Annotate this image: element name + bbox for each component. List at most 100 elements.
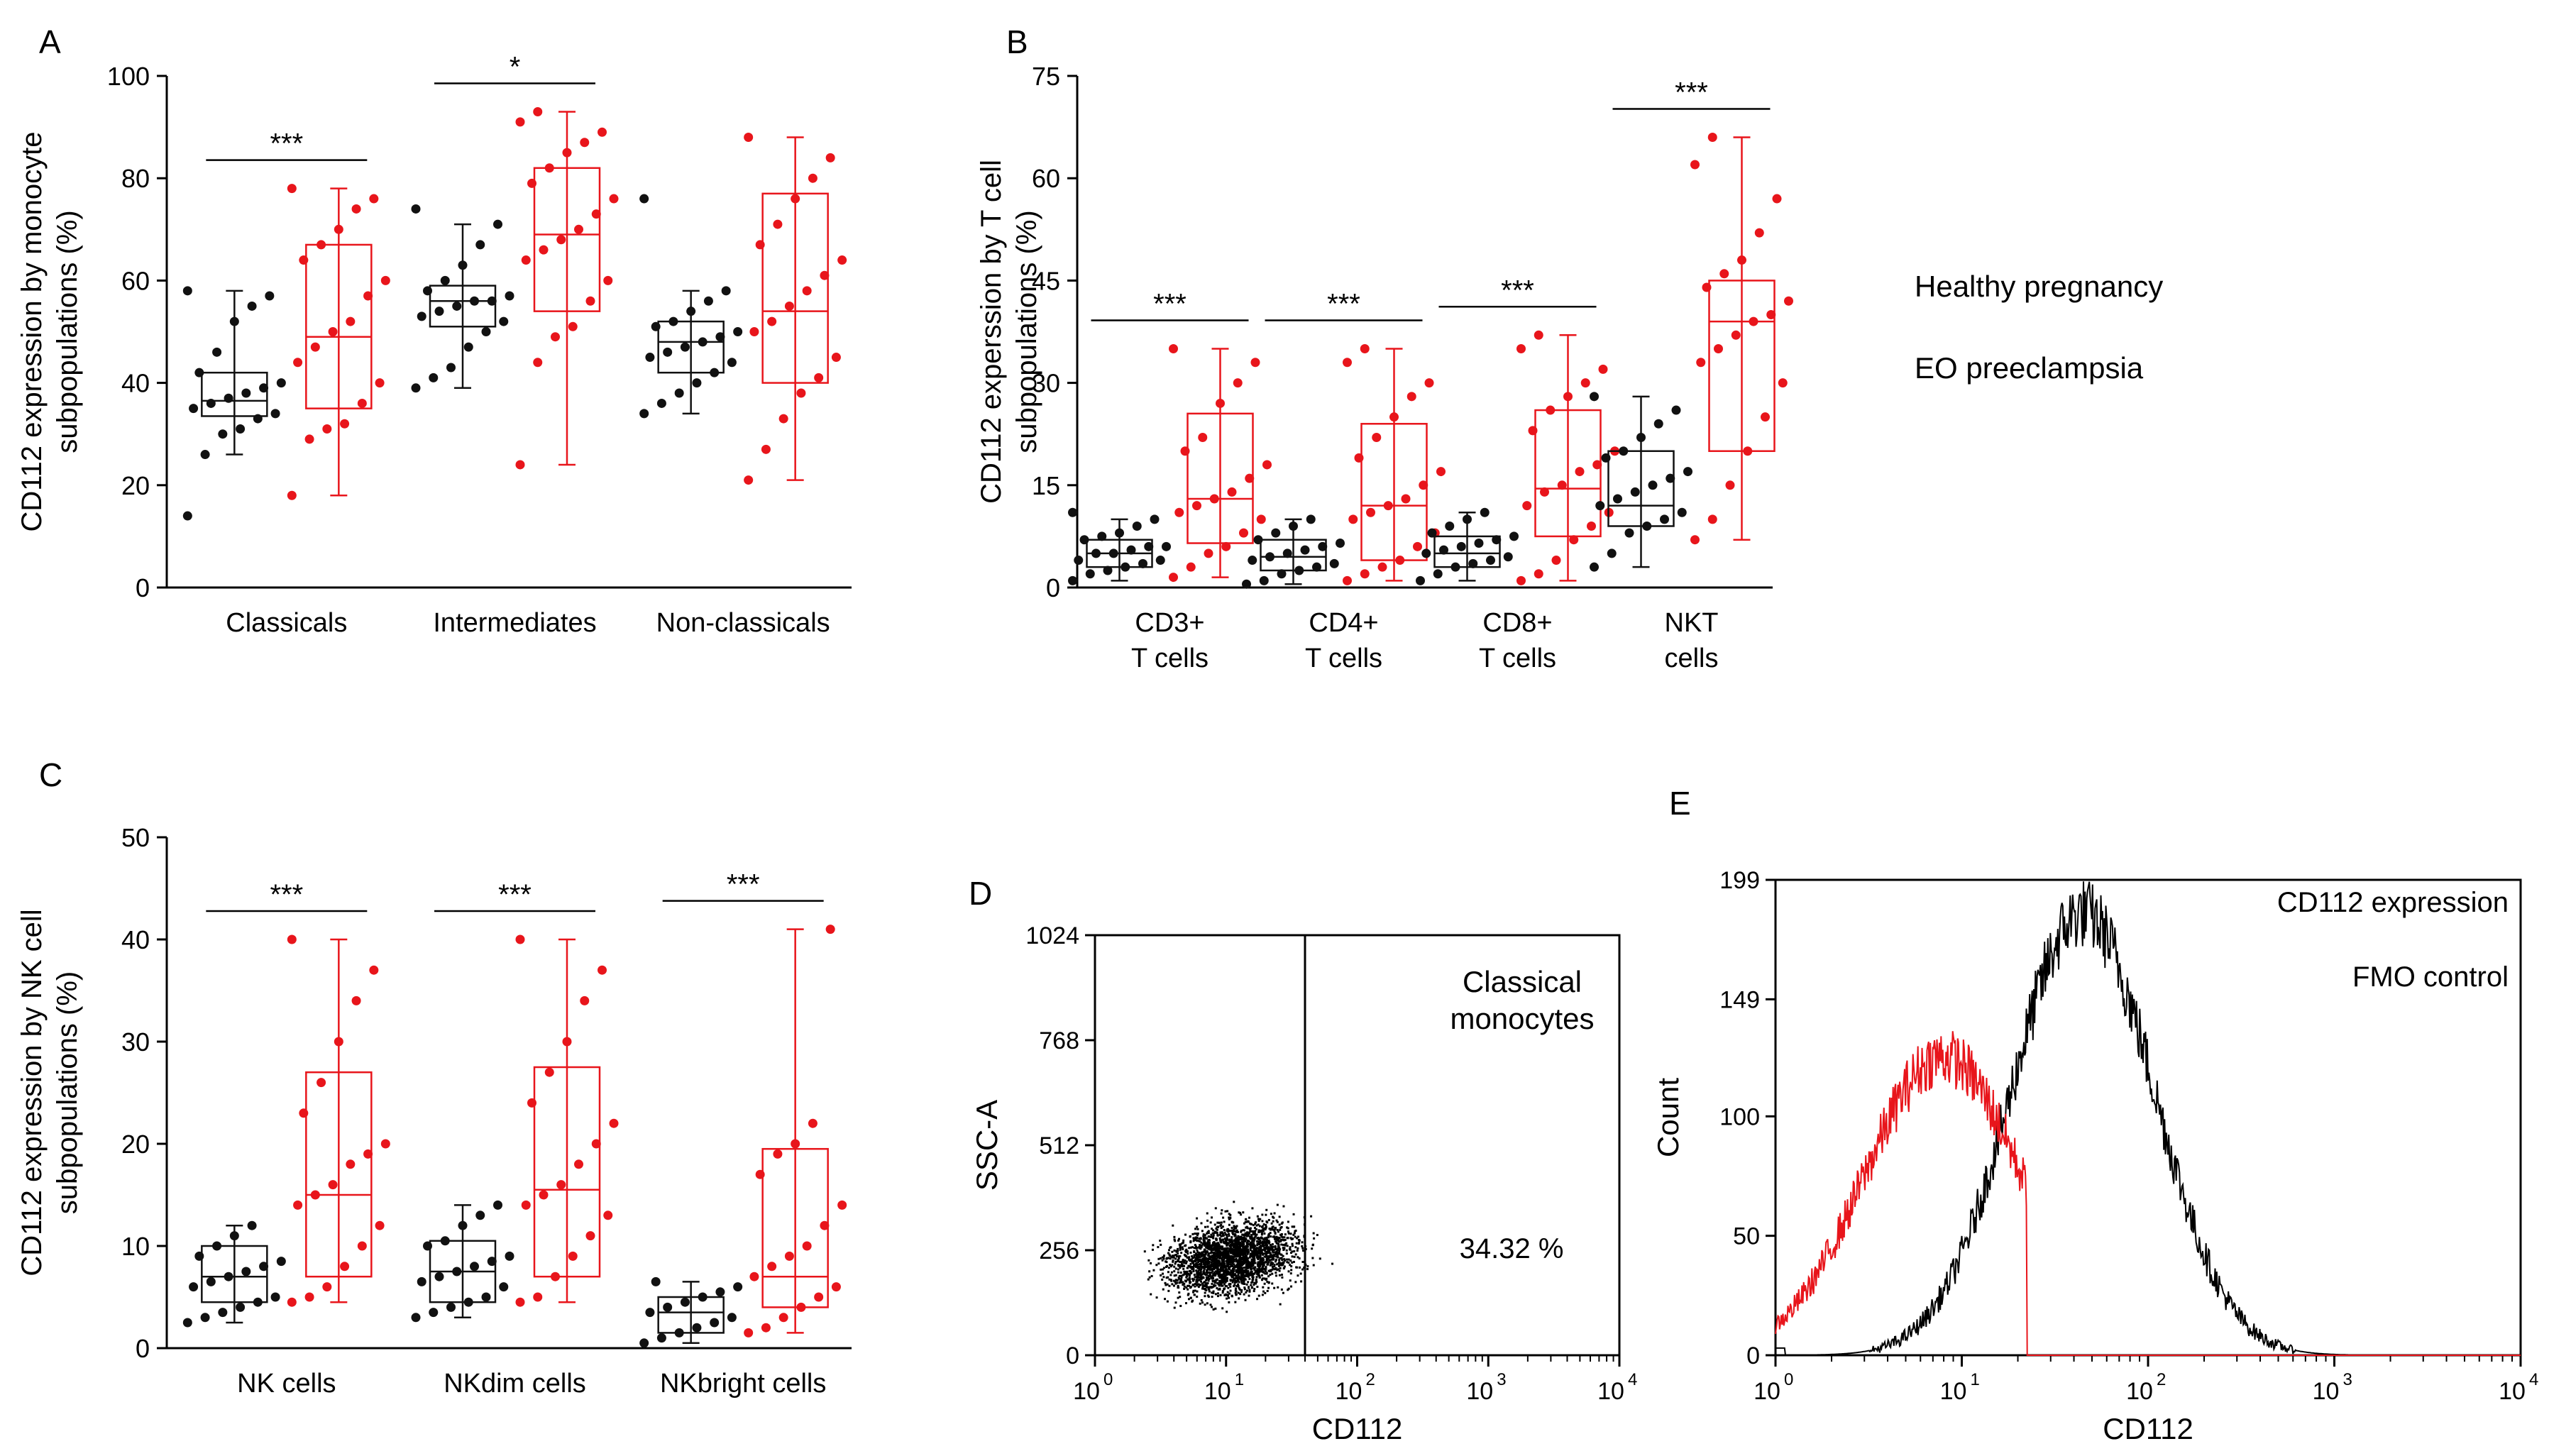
scatter-point — [1228, 1254, 1231, 1257]
scatter-point — [1210, 1245, 1213, 1248]
scatter-point — [1206, 1241, 1209, 1244]
preeclampsia-data-point — [556, 1180, 566, 1190]
scatter-point — [1254, 1230, 1257, 1232]
scatter-point — [1173, 1238, 1176, 1241]
scatter-point — [1260, 1250, 1263, 1252]
healthy-data-point — [236, 424, 246, 434]
scatter-point — [1179, 1264, 1182, 1267]
scatter-point — [1174, 1240, 1177, 1242]
scatter-point — [1192, 1278, 1195, 1281]
healthy-data-point — [270, 409, 280, 419]
scatter-point — [1282, 1248, 1285, 1251]
scatter-point — [1224, 1264, 1227, 1267]
scatter-point — [1150, 1274, 1153, 1277]
preeclampsia-data-point — [357, 1241, 367, 1251]
scatter-point — [1219, 1250, 1222, 1253]
scatter-point — [1189, 1272, 1192, 1275]
scatter-point — [1267, 1247, 1270, 1250]
scatter-point — [1239, 1211, 1242, 1214]
scatter-point — [1236, 1262, 1239, 1264]
preeclampsia-data-point — [562, 148, 572, 158]
scatter-point — [1260, 1261, 1263, 1264]
scatter-point — [1233, 1273, 1236, 1276]
scatter-point — [1262, 1252, 1265, 1255]
scatter-point — [1275, 1255, 1278, 1258]
scatter-point — [1265, 1254, 1267, 1257]
scatter-point — [1248, 1231, 1251, 1234]
healthy-data-point — [253, 414, 263, 424]
scatter-point — [1278, 1259, 1281, 1262]
healthy-data-point — [1416, 575, 1425, 585]
scatter-point — [1223, 1248, 1226, 1251]
scatter-point — [1277, 1240, 1280, 1243]
scatter-point — [1201, 1252, 1204, 1255]
scatter-point — [1199, 1252, 1202, 1254]
scatter-point — [1212, 1229, 1215, 1232]
scatter-point — [1196, 1262, 1199, 1264]
significance-label: *** — [1675, 77, 1708, 109]
scatter-point — [1152, 1244, 1155, 1247]
scatter-point — [1168, 1284, 1171, 1287]
scatter-point — [1186, 1256, 1189, 1259]
preeclampsia-data-point — [1233, 378, 1243, 388]
scatter-point — [1169, 1246, 1172, 1249]
healthy-data-point — [458, 1220, 468, 1230]
healthy-data-point — [475, 1210, 485, 1220]
preeclampsia-data-point — [1761, 412, 1770, 422]
scatter-point — [1205, 1289, 1208, 1291]
scatter-point — [1194, 1244, 1196, 1247]
scatter-point — [1277, 1242, 1279, 1245]
scatter-point — [1259, 1254, 1262, 1257]
scatter-point — [1192, 1284, 1195, 1286]
plot-frame — [1774, 878, 2522, 1357]
scatter-point — [1228, 1257, 1231, 1259]
scatter-point — [1233, 1243, 1235, 1246]
scatter-point — [1206, 1261, 1209, 1264]
scatter-point — [1184, 1259, 1187, 1262]
scatter-point — [1229, 1252, 1232, 1254]
preeclampsia-data-point — [1707, 514, 1717, 524]
scatter-point — [1232, 1260, 1235, 1263]
scatter-point — [1211, 1265, 1213, 1268]
scatter-point — [1221, 1251, 1224, 1254]
preeclampsia-data-point — [1256, 514, 1266, 524]
preeclampsia-data-point — [1690, 160, 1700, 170]
scatter-point — [1264, 1291, 1267, 1294]
preeclampsia-data-point — [796, 1302, 806, 1312]
scatter-point — [1239, 1272, 1242, 1274]
preeclampsia-data-point — [778, 414, 788, 424]
scatter-point — [1267, 1240, 1270, 1242]
preeclampsia-data-point — [1389, 412, 1399, 422]
scatter-point — [1228, 1273, 1231, 1276]
preeclampsia-data-point — [1725, 480, 1735, 490]
scatter-point — [1274, 1245, 1277, 1247]
scatter-point — [1241, 1244, 1244, 1247]
scatter-point — [1250, 1286, 1253, 1289]
scatter-point — [1219, 1269, 1222, 1272]
scatter-point — [1271, 1250, 1274, 1252]
healthy-data-point — [1619, 446, 1629, 456]
scatter-point — [1213, 1251, 1216, 1254]
preeclampsia-data-point — [515, 460, 525, 470]
scatter-point — [1238, 1264, 1241, 1267]
scatter-point — [1259, 1259, 1262, 1262]
scatter-point — [1233, 1227, 1236, 1230]
scatter-point — [1209, 1235, 1212, 1238]
preeclampsia-data-point — [767, 316, 777, 326]
preeclampsia-data-point — [363, 1149, 373, 1159]
scatter-point — [1246, 1231, 1249, 1234]
scatter-point — [1293, 1250, 1296, 1252]
scatter-point — [1226, 1285, 1228, 1288]
scatter-point — [1200, 1262, 1203, 1264]
healthy-data-point — [674, 1328, 684, 1338]
scatter-point — [1248, 1216, 1250, 1219]
scatter-point — [1200, 1246, 1203, 1249]
scatter-point — [1196, 1251, 1199, 1254]
scatter-point — [1291, 1255, 1294, 1258]
scatter-point — [1262, 1267, 1265, 1270]
preeclampsia-data-point — [1528, 426, 1538, 436]
scatter-point — [1206, 1263, 1209, 1266]
scatter-point — [1226, 1252, 1228, 1254]
scatter-point — [1217, 1283, 1220, 1286]
y-axis-label-line1: CD112 expression by monocyte — [16, 132, 48, 532]
